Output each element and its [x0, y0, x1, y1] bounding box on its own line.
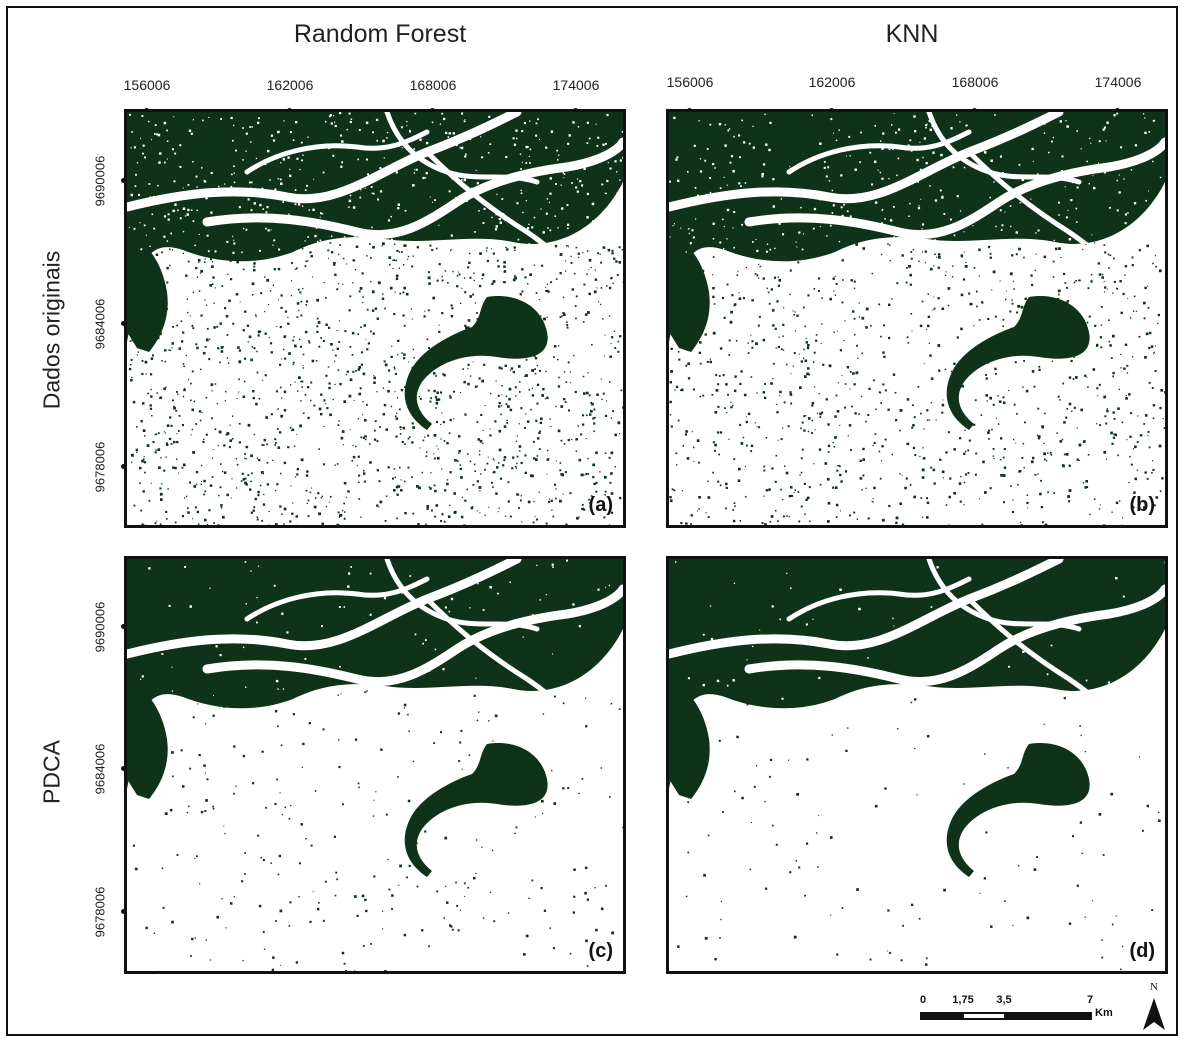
panel-label: (a) — [588, 494, 613, 516]
x-tick-label: 168006 — [951, 74, 999, 90]
panel-label: (d) — [1129, 940, 1155, 962]
x-tick-label: 162006 — [808, 74, 856, 90]
y-tick-label: 9690006 — [92, 601, 108, 653]
map-panel-a: (a) — [124, 109, 626, 528]
x-tick-label: 156006 — [123, 77, 171, 93]
row-title-dados-originais: Dados originais — [38, 250, 65, 410]
figure-frame — [6, 6, 1178, 1036]
x-tick-label: 162006 — [266, 77, 314, 93]
panel-label: (c) — [588, 940, 613, 962]
y-tick-label: 9684006 — [92, 298, 108, 350]
y-tick-label: 9678006 — [92, 441, 108, 493]
y-tick-mark — [121, 766, 126, 771]
x-tick-label: 168006 — [409, 77, 457, 93]
vegetation-map — [127, 112, 623, 525]
y-tick-label: 9690006 — [92, 155, 108, 207]
y-tick-label: 9684006 — [92, 743, 108, 795]
map-panel-d: (d) — [666, 556, 1168, 974]
y-tick-mark — [121, 464, 126, 469]
column-title-knn: KNN — [885, 20, 939, 48]
y-tick-label: 9678006 — [92, 886, 108, 938]
vegetation-map — [127, 559, 623, 971]
row-title-pdca: PDCA — [38, 740, 65, 804]
scale-bar — [920, 1012, 1092, 1020]
north-label: N — [1150, 981, 1158, 993]
y-tick-mark — [121, 178, 126, 183]
scale-label: 1,75 — [952, 994, 974, 1006]
map-panel-c: (c) — [124, 556, 626, 974]
x-tick-label: 174006 — [552, 77, 600, 93]
map-panel-b: (b) — [666, 109, 1168, 528]
scale-label: 3,5 — [996, 994, 1012, 1006]
panel-label: (b) — [1129, 494, 1155, 516]
vegetation-map — [669, 559, 1165, 971]
x-tick-label: 174006 — [1094, 74, 1142, 90]
scale-unit: Km — [1095, 1007, 1113, 1019]
y-tick-mark — [121, 624, 126, 629]
north-arrow-icon: N — [1143, 981, 1165, 1030]
x-tick-label: 156006 — [666, 74, 714, 90]
scale-label: 0 — [919, 994, 927, 1006]
scale-label: 7 — [1086, 994, 1094, 1006]
y-tick-mark — [121, 909, 126, 914]
column-title-random-forest: Random Forest — [293, 20, 467, 48]
y-tick-mark — [121, 321, 126, 326]
vegetation-map — [669, 112, 1165, 525]
